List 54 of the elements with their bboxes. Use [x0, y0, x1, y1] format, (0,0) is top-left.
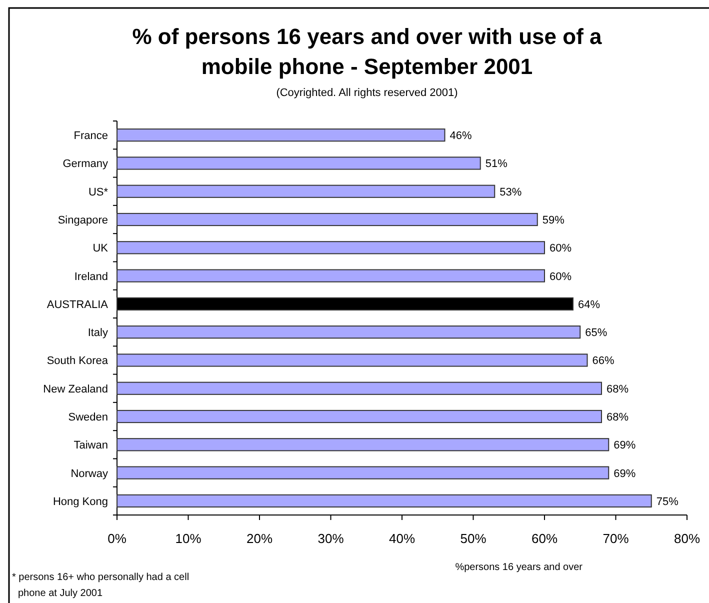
x-tick-label: 20%: [246, 531, 273, 546]
y-tick-label: AUSTRALIA: [46, 298, 109, 311]
y-tick-label: Singapore: [58, 214, 108, 226]
y-tick-label: Norway: [70, 468, 108, 480]
x-tick-label: 0%: [108, 531, 127, 546]
data-label: 64%: [578, 298, 600, 311]
bar: [116, 184, 496, 198]
x-tick-label: 10%: [175, 531, 202, 546]
x-axis-title: %persons 16 years and over: [455, 562, 584, 573]
bar: [116, 382, 602, 395]
bar: [116, 438, 610, 452]
data-label: 60%: [550, 270, 572, 283]
y-tick-label: Sweden: [68, 412, 108, 424]
data-label: 59%: [542, 214, 565, 226]
y-tick-label: Ireland: [74, 270, 108, 283]
bar: [116, 241, 545, 254]
text: * persons 16+ who personally had a cell phone at July 2001: [12, 572, 190, 599]
y-tick-label: Taiwan: [74, 440, 108, 452]
data-label: 46%: [450, 130, 472, 142]
data-label: 75%: [656, 496, 679, 508]
data-label: 68%: [606, 383, 629, 396]
data-label: 53%: [500, 186, 522, 198]
y-tick-label: Hong Kong: [52, 496, 108, 508]
bar: [116, 212, 538, 226]
bar: [116, 269, 545, 282]
y-tick-label: France: [74, 130, 108, 142]
x-tick-label: 30%: [318, 531, 344, 546]
x-tick-label: 50%: [460, 531, 487, 546]
chart-title: % of persons 16 years and over with use of a mobile phone - September 2001: [132, 24, 602, 79]
y-tick-label: UK: [92, 242, 109, 255]
data-label: 51%: [485, 158, 508, 170]
data-label: 68%: [606, 412, 629, 424]
bar: [116, 410, 602, 424]
x-tick-label: 40%: [388, 531, 416, 546]
x-tick-label: 80%: [674, 531, 700, 546]
bar: [116, 494, 652, 508]
y-tick-label: US*: [88, 186, 109, 198]
data-label: 66%: [592, 355, 614, 368]
y-tick-label: New Zealand: [43, 383, 108, 396]
bar: [116, 156, 481, 170]
bar: [116, 466, 610, 480]
bar: [116, 354, 588, 367]
chart-subtitle: (Coyrighted. All rights reserved 2001): [276, 87, 458, 99]
x-tick-label: 60%: [531, 531, 558, 546]
data-label: 60%: [550, 242, 572, 255]
y-tick-label: Italy: [88, 327, 108, 340]
y-tick-label: Germany: [62, 158, 108, 170]
bar: [116, 128, 446, 142]
data-label: 65%: [585, 327, 608, 340]
y-tick-label: South Korea: [46, 355, 109, 368]
data-label: 69%: [614, 440, 636, 452]
bar: [116, 326, 581, 339]
data-label: 69%: [614, 468, 636, 480]
x-tick-label: 70%: [602, 531, 630, 546]
